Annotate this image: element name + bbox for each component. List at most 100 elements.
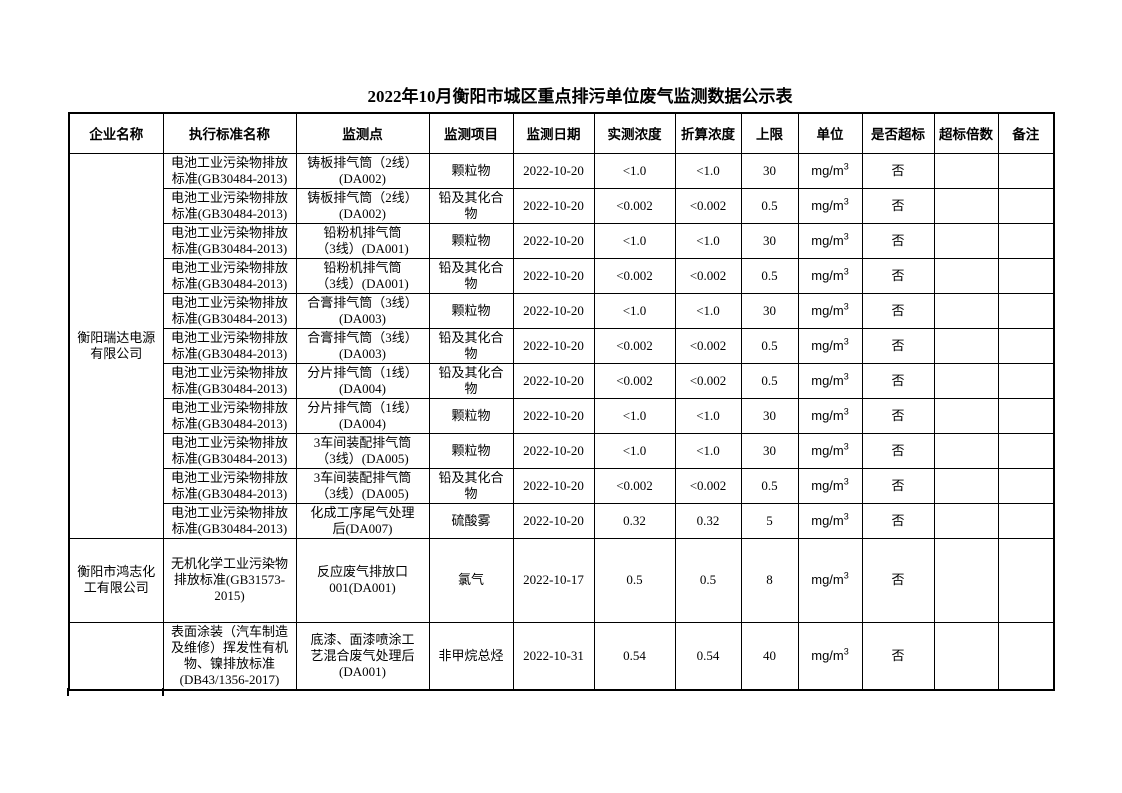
monitoring-date-cell: 2022-10-20 (512, 502, 595, 539)
limit-cell: 40 (740, 621, 799, 691)
company-name-cell (68, 621, 164, 691)
limit-cell: 30 (740, 152, 799, 189)
exceed-multiple-cell (933, 502, 999, 539)
monitoring-date-cell: 2022-10-20 (512, 432, 595, 469)
monitoring-date-cell: 2022-10-20 (512, 222, 595, 259)
table-header: 企业名称 执行标准名称 监测点 监测项目 监测日期 实测浓度 折算浓度 上限 单… (68, 112, 1055, 154)
limit-cell: 30 (740, 222, 799, 259)
standard-cell: 电池工业污染物排放 标准(GB30484-2013) (162, 362, 297, 399)
unit-cell: mg/m3 (797, 467, 863, 504)
limit-cell: 0.5 (740, 187, 799, 224)
monitoring-point-cell: 铸板排气筒（2线） (DA002) (295, 152, 430, 189)
header-unit: 单位 (797, 112, 863, 154)
unit-exponent: 3 (843, 231, 849, 242)
table-row: 衡阳瑞达电源 有限公司 电池工业污染物排放 标准(GB30484-2013) 铸板排… (68, 152, 1055, 539)
exceed-multiple-cell (933, 257, 999, 294)
exceed-standard-cell: 否 (861, 257, 935, 294)
monitoring-date-cell: 2022-10-20 (512, 257, 595, 294)
unit-base: mg/m (811, 197, 844, 213)
monitoring-date-cell: 2022-10-20 (512, 152, 595, 189)
remark-cell (997, 257, 1055, 294)
header-limit: 上限 (740, 112, 799, 154)
monitoring-item-cell: 铅及其化合 物 (428, 362, 514, 399)
limit-cell: 0.5 (740, 327, 799, 364)
measured-concentration-cell: <1.0 (593, 292, 676, 329)
unit-cell: mg/m3 (797, 537, 863, 623)
unit-base: mg/m (811, 442, 844, 458)
remark-cell (997, 152, 1055, 189)
unit-cell: mg/m3 (797, 292, 863, 329)
unit-base: mg/m (811, 337, 844, 353)
standard-cell: 电池工业污染物排放 标准(GB30484-2013) (162, 292, 297, 329)
table-row: 电池工业污染物排放 标准(GB30484-2013) 合膏排气筒（3线） (DA0… (69, 327, 1055, 364)
exceed-standard-cell: 否 (861, 292, 935, 329)
table-row: 电池工业污染物排放 标准(GB30484-2013) 分片排气筒（1线） (DA0… (69, 397, 1055, 434)
unit-cell: mg/m3 (797, 222, 863, 259)
unit-exponent: 3 (843, 196, 849, 207)
limit-cell: 8 (740, 537, 799, 623)
remark-cell (997, 362, 1055, 399)
converted-concentration-cell: <0.002 (674, 327, 742, 364)
monitoring-date-cell: 2022-10-17 (512, 537, 595, 623)
monitoring-item-cell: 颗粒物 (428, 432, 514, 469)
table-row: 电池工业污染物排放 标准(GB30484-2013) 铅粉机排气筒 （3线）(DA… (69, 257, 1055, 294)
monitoring-point-cell: 分片排气筒（1线） (DA004) (295, 397, 430, 434)
remark-cell (997, 397, 1055, 434)
unit-exponent: 3 (843, 570, 849, 581)
unit-exponent: 3 (843, 336, 849, 347)
limit-cell: 0.5 (740, 362, 799, 399)
standard-cell: 电池工业污染物排放 标准(GB30484-2013) (162, 502, 297, 539)
standard-cell: 电池工业污染物排放 标准(GB30484-2013) (162, 222, 297, 259)
table-row: 电池工业污染物排放 标准(GB30484-2013) 化成工序尾气处理 后(DA0… (69, 502, 1055, 539)
monitoring-date-cell: 2022-10-20 (512, 292, 595, 329)
exceed-multiple-cell (933, 467, 999, 504)
unit-base: mg/m (811, 232, 844, 248)
header-remark: 备注 (997, 112, 1055, 154)
limit-cell: 30 (740, 292, 799, 329)
exceed-standard-cell: 否 (861, 621, 935, 691)
limit-cell: 0.5 (740, 467, 799, 504)
limit-cell: 30 (740, 397, 799, 434)
header-standard: 执行标准名称 (162, 112, 297, 154)
monitoring-date-cell: 2022-10-20 (512, 397, 595, 434)
unit-base: mg/m (811, 407, 844, 423)
header-row: 企业名称 执行标准名称 监测点 监测项目 监测日期 实测浓度 折算浓度 上限 单… (68, 112, 1055, 154)
unit-base: mg/m (811, 477, 844, 493)
table-row: 衡阳市鸿志化 工有限公司 无机化学工业污染物 排放标准(GB31573- 2015… (68, 537, 1055, 623)
exceed-standard-cell: 否 (861, 397, 935, 434)
converted-concentration-cell: 0.32 (674, 502, 742, 539)
measured-concentration-cell: 0.32 (593, 502, 676, 539)
page-title: 2022年10月衡阳市城区重点排污单位废气监测数据公示表 (367, 87, 793, 106)
measured-concentration-cell: 0.5 (593, 537, 676, 623)
standard-cell: 电池工业污染物排放 标准(GB30484-2013) (162, 397, 297, 434)
converted-concentration-cell: <1.0 (674, 222, 742, 259)
remark-cell (997, 502, 1055, 539)
monitoring-point-cell: 反应废气排放口 001(DA001) (295, 537, 430, 623)
exceed-multiple-cell (933, 222, 999, 259)
exceed-multiple-cell (933, 362, 999, 399)
unit-base: mg/m (811, 267, 844, 283)
monitoring-item-cell: 硫酸雾 (428, 502, 514, 539)
measured-concentration-cell: <0.002 (593, 257, 676, 294)
monitoring-point-cell: 3车间装配排气筒 （3线）(DA005) (295, 432, 430, 469)
exceed-multiple-cell (933, 432, 999, 469)
measured-concentration-cell: <0.002 (593, 467, 676, 504)
measured-concentration-cell: <1.0 (593, 397, 676, 434)
measured-concentration-cell: <1.0 (593, 222, 676, 259)
unit-cell: mg/m3 (797, 327, 863, 364)
unit-base: mg/m (811, 372, 844, 388)
monitoring-date-cell: 2022-10-31 (512, 621, 595, 691)
limit-cell: 5 (740, 502, 799, 539)
exceed-standard-cell: 否 (861, 432, 935, 469)
exceed-multiple-cell (933, 152, 999, 189)
remark-cell (997, 292, 1055, 329)
header-converted: 折算浓度 (674, 112, 742, 154)
monitoring-point-cell: 分片排气筒（1线） (DA004) (295, 362, 430, 399)
converted-concentration-cell: 0.54 (674, 621, 742, 691)
standard-cell: 电池工业污染物排放 标准(GB30484-2013) (162, 467, 297, 504)
header-item: 监测项目 (428, 112, 514, 154)
company-name-cell: 衡阳市鸿志化 工有限公司 (68, 537, 164, 623)
exceed-standard-cell: 否 (861, 362, 935, 399)
monitoring-item-cell: 颗粒物 (428, 222, 514, 259)
header-point: 监测点 (295, 112, 430, 154)
